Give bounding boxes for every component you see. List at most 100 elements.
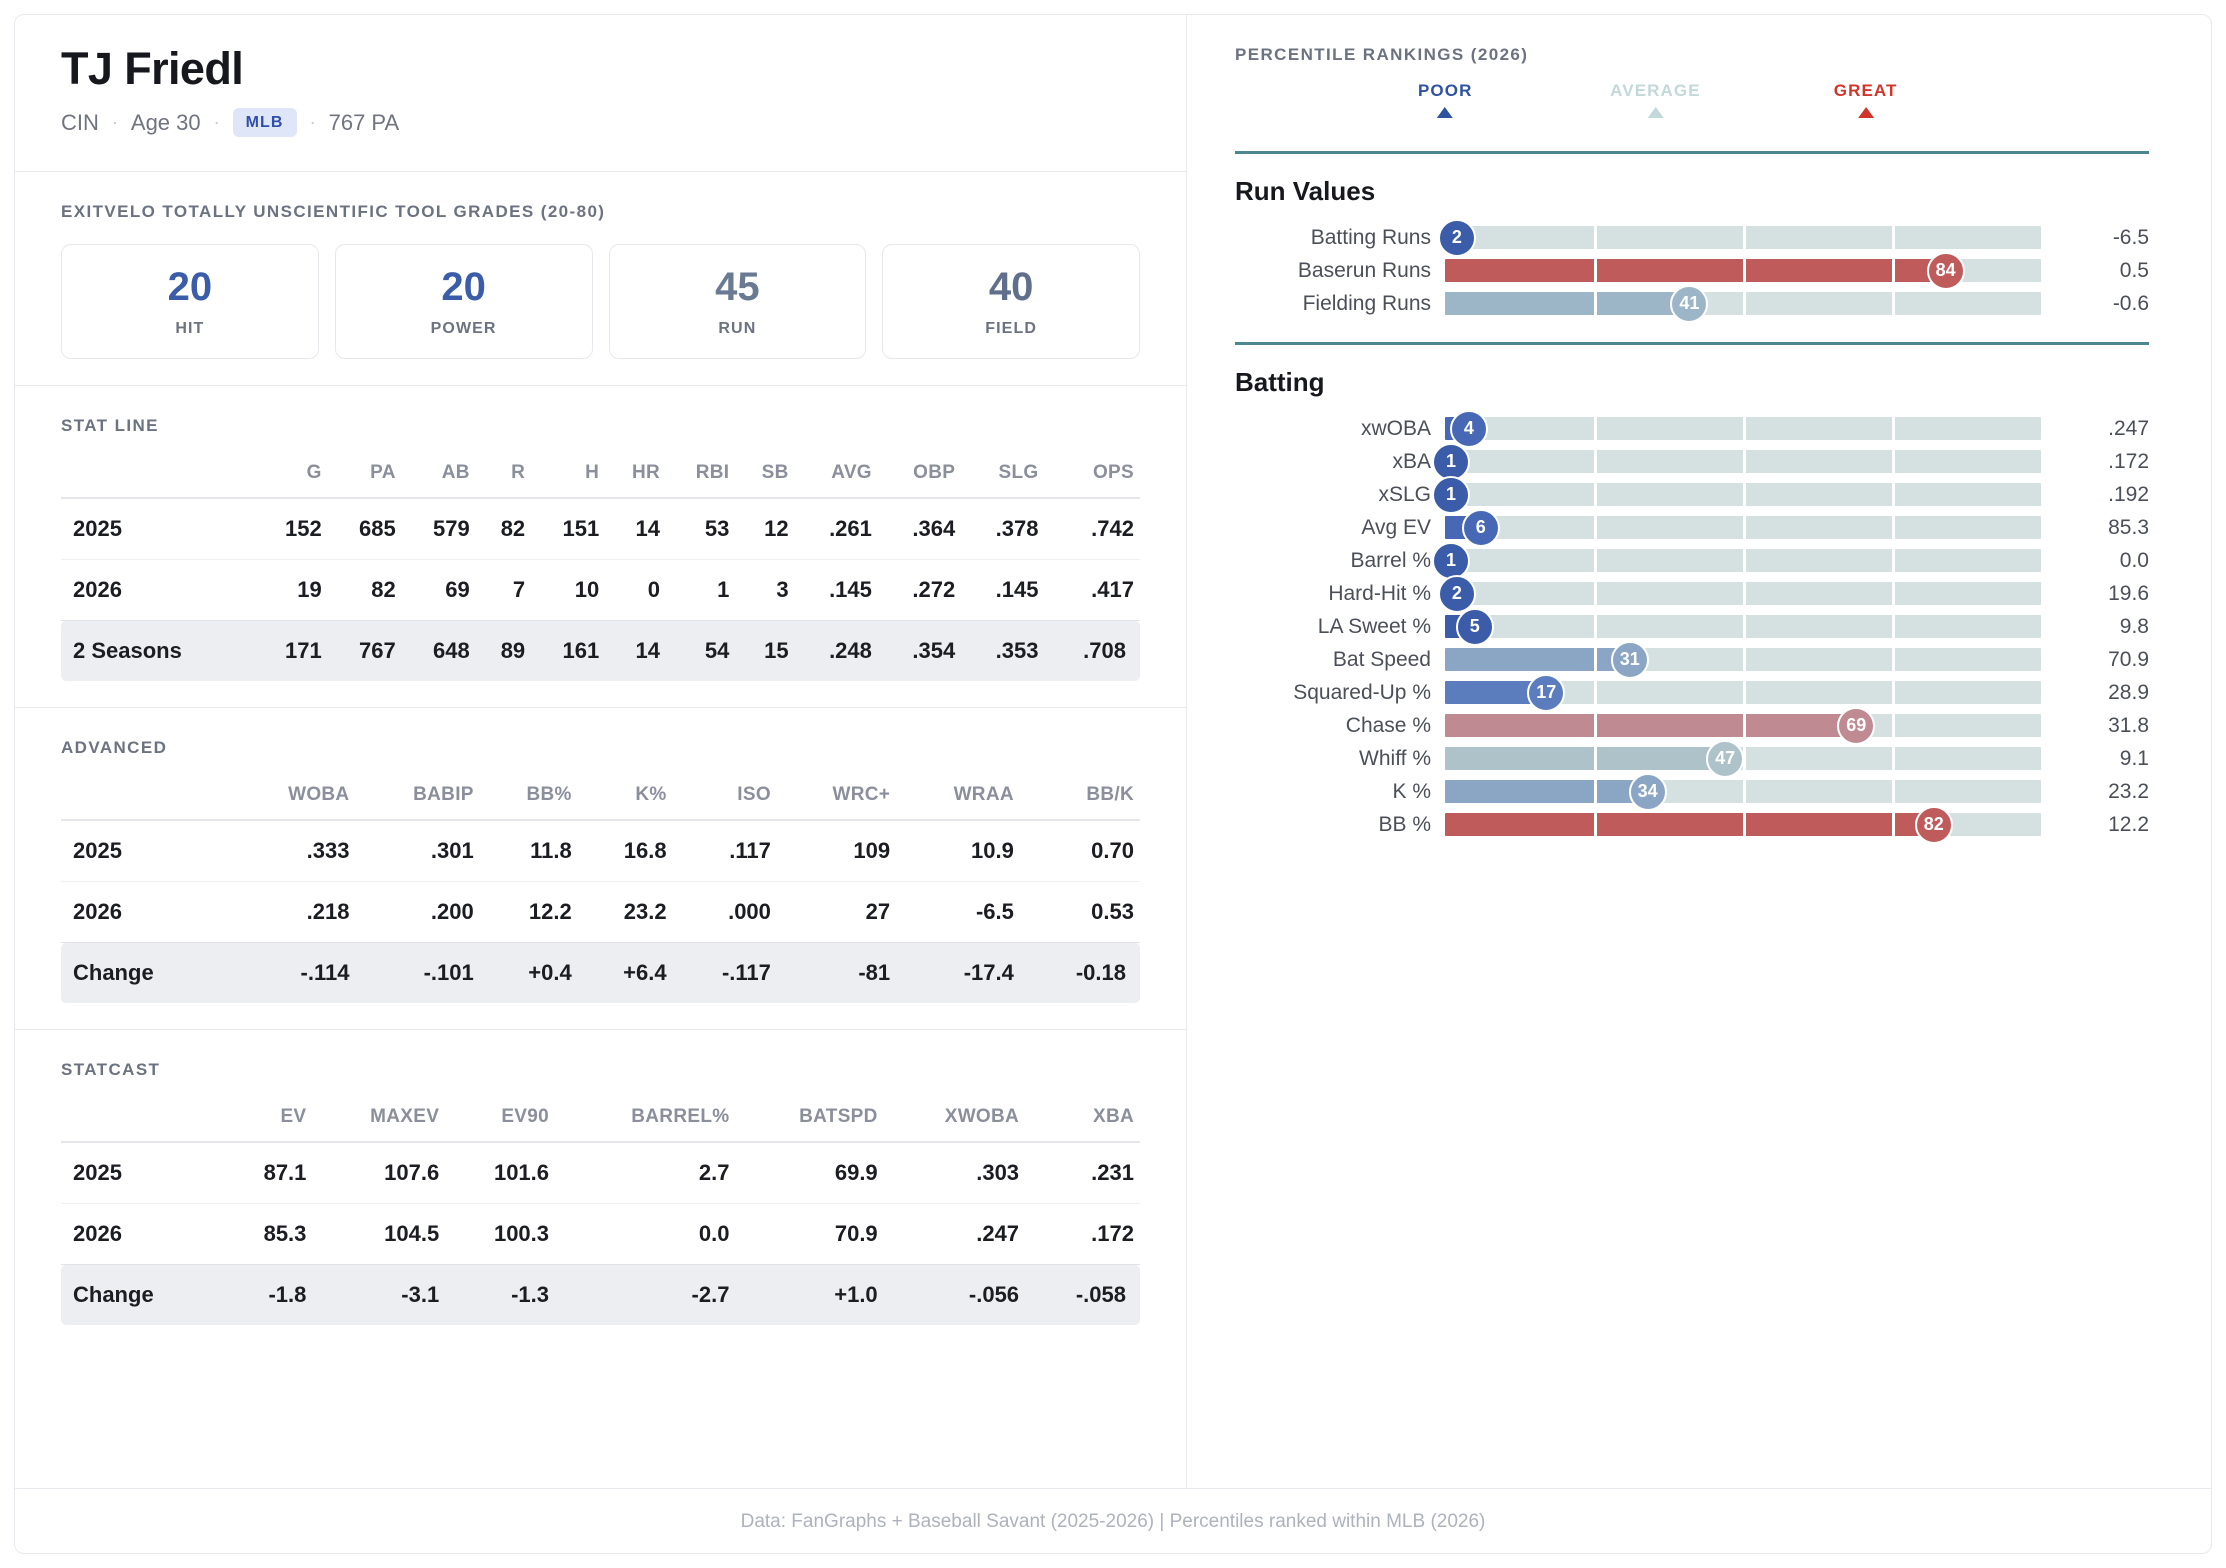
percentile-bar-track: 41: [1445, 284, 2041, 323]
percentile-bar-row: Barrel % 1 0.0: [1235, 541, 2149, 580]
percentile-metric-label: Fielding Runs: [1302, 291, 1431, 315]
footer: Data: FanGraphs + Baseball Savant (2025-…: [15, 1488, 2211, 1553]
table-cell: 10: [531, 559, 606, 621]
tool-grade-label: HIT: [175, 320, 205, 338]
table-cell: .000: [672, 881, 777, 943]
percentile-tick: [1743, 417, 1746, 440]
table-cell: 0.0: [555, 1203, 736, 1265]
table-cell: .333: [229, 819, 356, 882]
table-row: 2026.218.200 12.2 23.2.000 27 -6.5 0.53: [61, 881, 1140, 943]
legend-triangle-icon: [1647, 107, 1664, 118]
table-cell: 107.6: [312, 1141, 446, 1204]
percentile-metric-label: Hard-Hit %: [1328, 581, 1431, 605]
percentile-bar-track: 34: [1445, 772, 2041, 811]
percentile-metric-value: .192: [2108, 482, 2149, 506]
percentile-tick: [1892, 681, 1895, 704]
table-cell: 0: [605, 559, 667, 621]
table-cell: .145: [794, 559, 878, 621]
percentile-group-title: Run Values: [1235, 176, 1376, 206]
table-cell: 1: [666, 559, 736, 621]
percentile-metric-value: 12.2: [2108, 812, 2149, 836]
percentile-metric-label: Baserun Runs: [1297, 258, 1431, 282]
percentile-tick: [1892, 813, 1895, 836]
row-label: 2025: [61, 819, 230, 882]
percentile-bar-track: 69: [1445, 706, 2041, 745]
column-header: BABIP: [413, 784, 474, 806]
percentile-badge: 82: [1914, 805, 1953, 844]
table-cell: -1.3: [445, 1264, 556, 1326]
percentile-tick: [1743, 780, 1746, 803]
row-label: 2026: [61, 559, 254, 621]
percentile-tick: [1743, 450, 1746, 473]
table-cell: 648: [401, 620, 476, 682]
percentile-tick: [1892, 648, 1895, 671]
table-cell: .272: [877, 559, 962, 621]
column-header: WRC+: [832, 784, 891, 806]
percentile-bar-track: 1: [1431, 442, 2041, 481]
percentile-metric-label: Batting Runs: [1310, 225, 1431, 249]
percentile-tick: [1892, 516, 1895, 539]
table-cell: 14: [605, 620, 667, 682]
percentile-legend: POOR AVERAGE GREAT: [1235, 81, 2149, 147]
table-cell: .353: [961, 620, 1045, 682]
percentile-bar-row: xBA 1 .172: [1235, 442, 2149, 481]
table-row: 2026 19 82 69 7 10 0 1 3.145.272.145.417: [61, 559, 1140, 621]
card-body: TJ Friedl CIN · Age 30 · MLB · 767 PA Ex…: [15, 15, 2211, 1488]
table-cell: 3: [735, 559, 795, 621]
column-header: HR: [631, 462, 661, 484]
column-header: SLG: [998, 462, 1039, 484]
row-label: 2025: [61, 497, 254, 560]
percentile-bar-row: Squared-Up % 17 28.9: [1235, 673, 2149, 712]
percentile-tick: [1743, 648, 1746, 671]
percentile-tick: [1594, 450, 1597, 473]
column-header: PA: [370, 462, 396, 484]
percentile-badge: 1: [1431, 541, 1470, 580]
percentile-tick: [1594, 292, 1597, 315]
percentile-tick: [1594, 259, 1597, 282]
percentile-badge: 6: [1461, 508, 1500, 547]
column-header: EV90: [501, 1106, 550, 1128]
column-header: OBP: [913, 462, 956, 484]
advanced-table: WOBA BABIP BB% K% ISO WRC+ WRAA BB/K 2025.333.30…: [61, 780, 1140, 1004]
table-cell: -.056: [883, 1264, 1026, 1326]
table-cell: -0.18: [1019, 942, 1140, 1004]
percentile-metric-value: 31.8: [2108, 713, 2149, 737]
row-label: 2026: [61, 1203, 223, 1265]
table-cell: 70.9: [735, 1203, 884, 1265]
percentile-bar-row: Chase % 69 31.8: [1235, 706, 2149, 745]
percentile-badge: 84: [1926, 251, 1965, 290]
percentile-tick: [1743, 292, 1746, 315]
tool-grade-card: 40 FIELD: [882, 244, 1140, 360]
percentile-tick: [1743, 516, 1746, 539]
percentile-tick: [1594, 747, 1597, 770]
percentile-bar-fill: [1445, 747, 1726, 770]
column-header: WRAA: [953, 784, 1014, 806]
advanced-title: Advanced: [61, 738, 168, 758]
percentile-metric-label: Bat Speed: [1332, 647, 1431, 671]
percentile-bar-row: Hard-Hit % 2 19.6: [1235, 574, 2149, 613]
column-header: OPS: [1092, 462, 1134, 484]
table-cell: 53: [666, 497, 736, 560]
right-column: Percentile Rankings (2026) POOR AVERAGE GR…: [1187, 15, 2211, 1488]
meta-separator-2: ·: [213, 112, 220, 133]
table-cell: +0.4: [479, 942, 578, 1004]
row-label: 2 Seasons: [61, 620, 254, 682]
percentile-tick: [1892, 292, 1895, 315]
table-cell: 11.8: [479, 819, 578, 882]
tool-grade-label: RUN: [718, 320, 757, 338]
column-header: WOBA: [288, 784, 350, 806]
percentile-bar-row: Batting Runs 2 -6.5: [1235, 218, 2149, 257]
column-header: [61, 458, 254, 498]
table-cell: .145: [961, 559, 1045, 621]
tool-grade-card: 20 HIT: [61, 244, 319, 360]
column-header: RBI: [695, 462, 730, 484]
percentile-metric-value: -6.5: [2112, 225, 2149, 249]
percentile-bar-row: Baserun Runs 84 0.5: [1235, 251, 2149, 290]
percentile-badge: 1: [1431, 475, 1470, 514]
column-header: G: [306, 462, 322, 484]
percentile-bar-row: BB % 82 12.2: [1235, 805, 2149, 844]
percentile-bar-row: K % 34 23.2: [1235, 772, 2149, 811]
percentile-group-title: Batting: [1235, 367, 1325, 397]
percentile-metric-label: Barrel %: [1350, 548, 1431, 572]
percentile-metric-value: .247: [2108, 416, 2149, 440]
